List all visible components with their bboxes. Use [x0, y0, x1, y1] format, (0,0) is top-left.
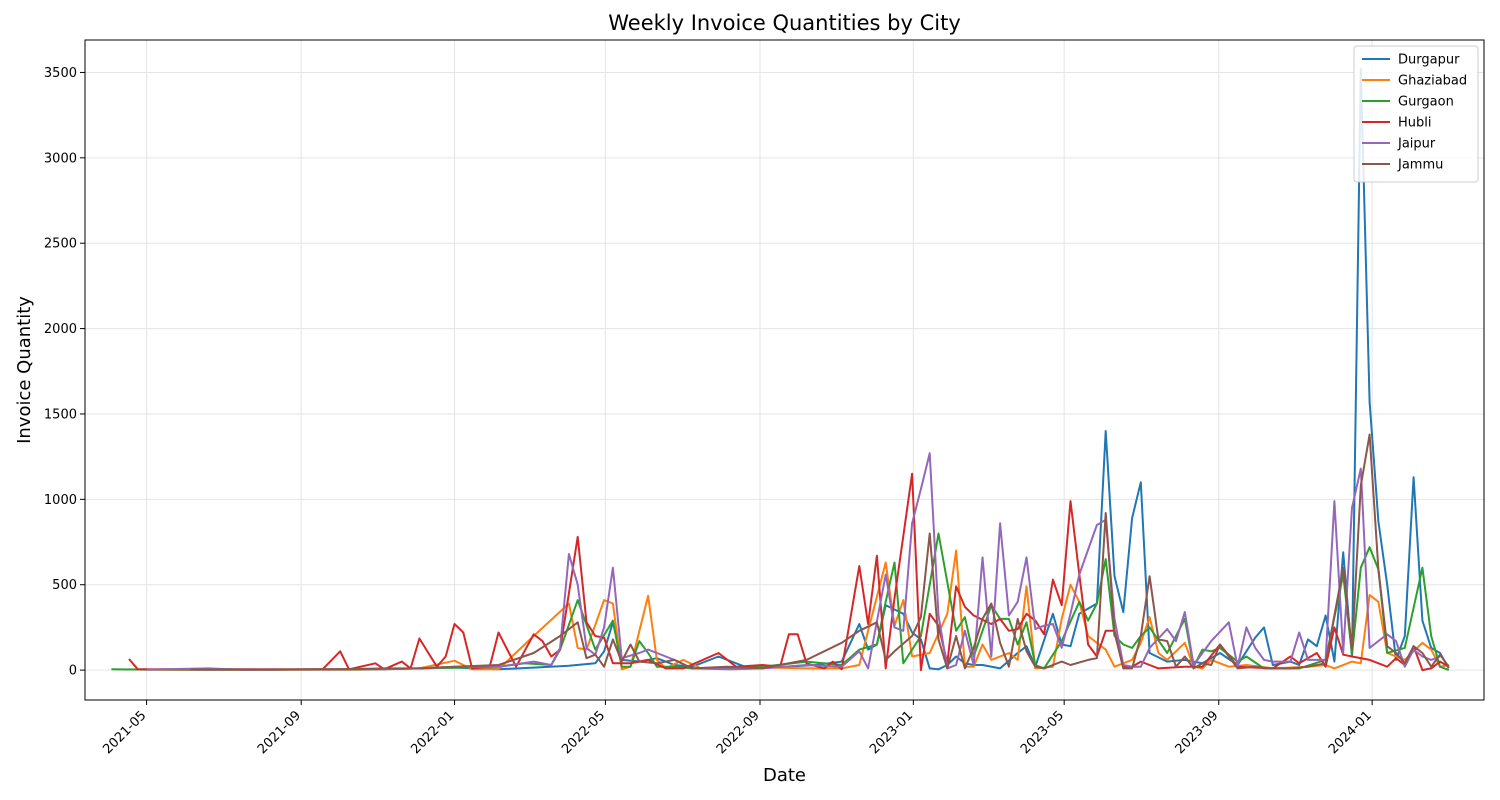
series-layer: [111, 68, 1450, 672]
chart-title: Weekly Invoice Quantities by City: [608, 11, 961, 35]
y-tick-label: 3000: [44, 151, 77, 166]
series-line-hubli: [128, 472, 1450, 672]
series-line-jammu: [190, 433, 1450, 671]
series-line-jaipur: [146, 452, 1441, 671]
legend: Durgapur Ghaziabad Gurgaon Hubli Jaipur Jammu: [1353, 45, 1479, 183]
y-tick-label: 0: [69, 664, 77, 679]
legend-label-gurgaon: Gurgaon: [1398, 95, 1454, 110]
legend-label-hubli: Hubli: [1398, 116, 1432, 131]
x-axis-label: Date: [763, 765, 806, 786]
y-tick-label: 500: [52, 578, 77, 593]
legend-label-jaipur: Jaipur: [1397, 137, 1436, 152]
legend-label-jammu: Jammu: [1397, 158, 1443, 173]
y-axis-ticks: 0 500 1000 1500 2000 2500 3000 3500: [44, 66, 85, 679]
y-tick-label: 1000: [44, 493, 77, 508]
y-tick-label: 2000: [44, 322, 77, 337]
y-axis-label: Invoice Quantity: [14, 296, 35, 444]
legend-label-ghaziabad: Ghaziabad: [1398, 74, 1467, 89]
y-tick-label: 1500: [44, 407, 77, 422]
plot-frame: [84, 39, 1485, 701]
grid-lines: [85, 40, 1484, 700]
y-tick-label: 3500: [44, 66, 77, 81]
legend-label-durgapur: Durgapur: [1398, 53, 1460, 68]
y-tick-label: 2500: [44, 237, 77, 252]
